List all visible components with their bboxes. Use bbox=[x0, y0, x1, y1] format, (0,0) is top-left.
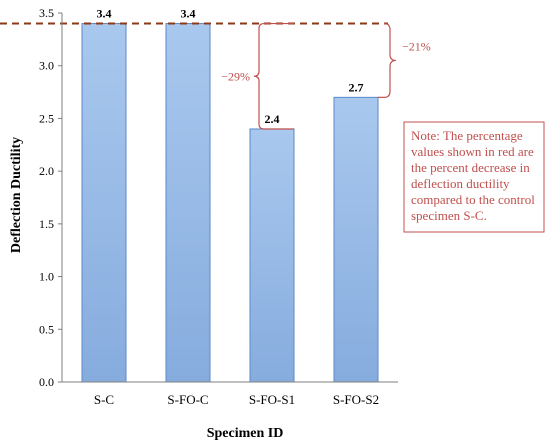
axes-group bbox=[61, 13, 398, 383]
note-text: Note: The percentage values shown in red … bbox=[411, 128, 535, 223]
annotation-percent-s2: −21% bbox=[402, 39, 431, 53]
bars-group: 3.4 3.4 2.4 2.7 bbox=[81, 7, 379, 383]
annotation-percent-s1: −29% bbox=[221, 69, 250, 83]
y-tick-label: 1.5 bbox=[39, 217, 54, 231]
bar-s-c bbox=[81, 23, 127, 383]
note-line: values shown in red are bbox=[411, 144, 534, 159]
data-label: 3.4 bbox=[181, 7, 196, 21]
data-label: 2.4 bbox=[265, 112, 280, 126]
note-line: specimen S-C. bbox=[411, 208, 487, 223]
x-tick-label: S-C bbox=[94, 392, 114, 407]
bar-s-fo-s1 bbox=[249, 128, 295, 383]
y-tick-label: 0.0 bbox=[39, 375, 54, 389]
y-axis-ticks: 0.0 0.5 1.0 1.5 2.0 2.5 3.0 3.5 bbox=[39, 6, 62, 389]
note-line: compared to the control bbox=[411, 192, 535, 207]
y-tick-label: 0.5 bbox=[39, 322, 54, 336]
y-tick-label: 2.0 bbox=[39, 164, 54, 178]
note-box: Note: The percentage values shown in red … bbox=[403, 121, 545, 233]
brace-s-fo-s1 bbox=[253, 22, 265, 130]
x-tick-label: S-FO-C bbox=[167, 392, 208, 407]
y-tick-label: 3.5 bbox=[39, 6, 54, 20]
data-label: 2.7 bbox=[349, 80, 364, 94]
note-line: Note: The percentage bbox=[411, 128, 523, 143]
bar-s-fo-s2 bbox=[333, 96, 379, 383]
data-label: 3.4 bbox=[97, 7, 112, 21]
y-tick-label: 3.0 bbox=[39, 59, 54, 73]
y-tick-label: 1.0 bbox=[39, 270, 54, 284]
x-tick-label: S-FO-S2 bbox=[333, 392, 379, 407]
x-axis-ticks: S-C S-FO-C S-FO-S1 S-FO-S2 bbox=[94, 392, 379, 407]
y-tick-label: 2.5 bbox=[39, 111, 54, 125]
x-axis-label: Specimen ID bbox=[207, 426, 284, 441]
bar-s-fo-c bbox=[165, 23, 211, 383]
brace-s-fo-s2 bbox=[383, 22, 397, 98]
x-tick-label: S-FO-S1 bbox=[249, 392, 295, 407]
y-axis-label: Deflection Ductility bbox=[9, 137, 24, 253]
note-line: the percent decrease in bbox=[411, 160, 530, 175]
annotations-group: −29% −21% bbox=[0, 22, 431, 130]
note-line: deflection ductility bbox=[411, 176, 510, 191]
